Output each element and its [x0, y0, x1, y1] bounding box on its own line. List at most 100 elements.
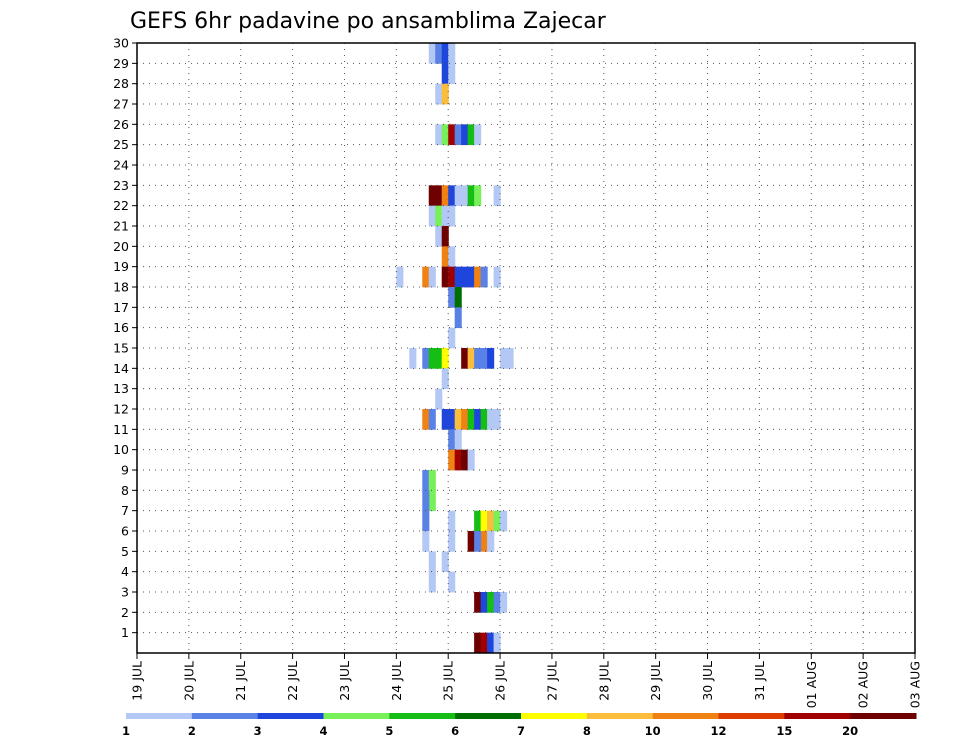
y-tick-label: 21: [113, 219, 129, 234]
heatmap-cell: [448, 449, 456, 471]
heatmap-cell: [428, 470, 436, 491]
heatmap-cell: [448, 185, 456, 207]
heatmap-cell: [461, 185, 469, 207]
colorbar-swatch: [586, 713, 654, 719]
heatmap-cell: [493, 632, 501, 654]
heatmap-cell: [441, 205, 449, 227]
heatmap-cell: [435, 348, 443, 369]
heatmap-cell: [474, 266, 482, 288]
heatmap-cell: [435, 185, 443, 207]
heatmap-cell: [461, 124, 469, 146]
y-tick-label: 30: [113, 36, 129, 51]
heatmap-cell: [428, 571, 436, 593]
x-tick-label: 23 JUL: [337, 661, 352, 701]
colorbar-swatch: [718, 713, 785, 719]
heatmap-cell: [474, 348, 482, 369]
heatmap-cell: [396, 266, 404, 288]
heatmap-cell: [422, 266, 430, 288]
x-tick-label: 19 JUL: [130, 661, 145, 701]
colorbar-swatch: [455, 713, 522, 719]
heatmap-cell: [441, 185, 449, 207]
y-tick-label: 12: [113, 402, 129, 417]
colorbar-label: 5: [385, 724, 393, 738]
y-tick-label: 6: [121, 524, 129, 539]
heatmap-cell: [428, 205, 436, 227]
heatmap-cell: [441, 348, 449, 369]
heatmap-cell: [467, 185, 475, 207]
y-tick-label: 19: [113, 259, 129, 274]
heatmap-cell: [448, 327, 456, 349]
heatmap-cell: [474, 510, 482, 532]
colorbar-label: 3: [254, 724, 262, 738]
y-tick-label: 25: [113, 137, 129, 152]
colorbar-swatch: [521, 713, 588, 719]
x-tick-label: 25 JUL: [441, 661, 456, 701]
heatmap-cell: [500, 592, 508, 613]
x-tick-label: 29 JUL: [648, 661, 663, 701]
colorbar-label: 4: [319, 724, 327, 738]
heatmap-cell: [428, 348, 436, 369]
x-tick-label: 27 JUL: [544, 661, 559, 701]
heatmap-cell: [454, 449, 462, 471]
colorbar-swatch: [389, 713, 456, 719]
heatmap-cell: [422, 510, 430, 532]
heatmap-cell: [435, 205, 443, 227]
heatmap-cell: [493, 185, 501, 207]
heatmap-cell: [454, 307, 462, 329]
heatmap-cell: [441, 226, 449, 247]
heatmap-cell: [428, 266, 436, 288]
x-tick-label: 26 JUL: [493, 661, 508, 701]
heatmap-cell: [441, 246, 449, 268]
y-tick-label: 23: [113, 178, 129, 193]
heatmap-cell: [480, 266, 488, 288]
x-tick-label: 02 AUG: [856, 661, 871, 708]
heatmap-cell: [461, 348, 469, 369]
x-tick-label: 21 JUL: [233, 661, 248, 701]
heatmap-cell: [448, 531, 456, 552]
y-tick-label: 22: [113, 198, 129, 213]
heatmap-cell: [487, 531, 495, 552]
heatmap-cell: [435, 226, 443, 247]
heatmap-cell: [428, 43, 436, 64]
colorbar-label: 15: [776, 724, 792, 738]
heatmap-cell: [487, 409, 495, 430]
colorbar-label: 7: [517, 724, 525, 738]
heatmap-cell: [493, 510, 501, 532]
heatmap-cell: [448, 287, 456, 308]
heatmap-cell: [448, 124, 456, 146]
colorbar-swatch: [850, 713, 917, 719]
chart-title: GEFS 6hr padavine po ansamblima Zajecar: [130, 9, 607, 34]
heatmap-cell: [480, 632, 488, 654]
heatmap-cell: [454, 409, 462, 430]
heatmap-cell: [422, 470, 430, 491]
y-tick-label: 14: [113, 361, 129, 376]
y-tick-label: 20: [113, 239, 129, 254]
heatmap-cell: [448, 409, 456, 430]
x-tick-label: 20 JUL: [181, 661, 196, 701]
cells-layer: [396, 43, 514, 654]
heatmap-cell: [422, 531, 430, 552]
y-tick-label: 1: [121, 625, 129, 640]
y-tick-label: 4: [121, 564, 129, 579]
y-tick-label: 5: [121, 544, 129, 559]
heatmap-cell: [474, 592, 482, 613]
heatmap-cell: [448, 571, 456, 593]
heatmap-cell: [500, 348, 508, 369]
heatmap-cell: [448, 510, 456, 532]
heatmap-cell: [441, 83, 449, 105]
heatmap-cell: [480, 510, 488, 532]
heatmap-cell: [480, 592, 488, 613]
heatmap-cell: [454, 287, 462, 308]
colorbar-label: 20: [842, 724, 858, 738]
colorbar-label: 6: [451, 724, 459, 738]
heatmap-cell: [448, 63, 456, 85]
heatmap-cell: [480, 409, 488, 430]
heatmap-cell: [428, 551, 436, 573]
heatmap-cell: [454, 185, 462, 207]
heatmap-cell: [467, 449, 475, 471]
heatmap-cell: [409, 348, 417, 369]
heatmap-cell: [506, 348, 514, 369]
y-tick-label: 27: [113, 97, 129, 112]
colorbar-swatch: [191, 713, 259, 719]
